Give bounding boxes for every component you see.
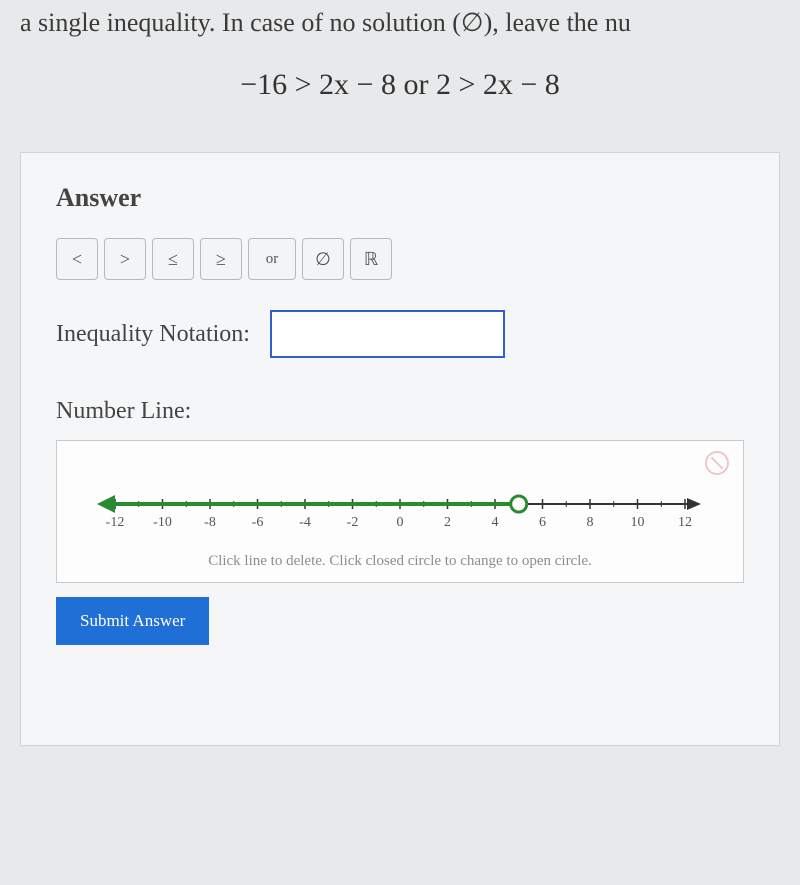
svg-text:12: 12 [678,515,692,530]
svg-text:-6: -6 [252,515,264,530]
numberline-canvas[interactable]: -12 -10 -8 -6 -4 -2 0 2 4 6 8 10 12 [77,459,723,549]
svg-text:2: 2 [444,515,451,530]
symbol-empty-button[interactable]: ∅ [302,238,344,280]
svg-text:8: 8 [587,515,594,530]
svg-text:10: 10 [631,515,645,530]
svg-text:4: 4 [492,515,499,530]
symbol-real-button[interactable]: ℝ [350,238,392,280]
symbol-or-button[interactable]: or [248,238,296,280]
inequality-notation-input[interactable] [270,310,505,358]
answer-title: Answer [56,183,744,213]
symbol-le-button[interactable]: ≤ [152,238,194,280]
symbol-gt-button[interactable]: > [104,238,146,280]
page-root: a single inequality. In case of no solut… [0,0,800,885]
svg-text:0: 0 [397,515,404,530]
numberline-box: -12 -10 -8 -6 -4 -2 0 2 4 6 8 10 12 Click line to de… [56,440,744,583]
notation-label: Inequality Notation: [56,321,250,348]
symbol-row: < > ≤ ≥ or ∅ ℝ [56,238,744,280]
symbol-lt-button[interactable]: < [56,238,98,280]
svg-text:6: 6 [539,515,546,530]
instruction-text: a single inequality. In case of no solut… [20,0,780,58]
notation-row: Inequality Notation: [56,310,744,358]
equation: −16 > 2x − 8 or 2 > 2x − 8 [20,58,780,142]
numberline-hint: Click line to delete. Click closed circl… [77,553,723,570]
symbol-ge-button[interactable]: ≥ [200,238,242,280]
svg-text:-12: -12 [106,515,125,530]
svg-text:-10: -10 [153,515,172,530]
svg-text:-2: -2 [347,515,359,530]
svg-text:-4: -4 [299,515,311,530]
svg-text:-8: -8 [204,515,216,530]
numberline-label: Number Line: [56,398,744,425]
reset-icon[interactable] [705,451,729,475]
submit-answer-button[interactable]: Submit Answer [56,597,209,645]
answer-panel: Answer < > ≤ ≥ or ∅ ℝ Inequality Notatio… [20,152,780,746]
